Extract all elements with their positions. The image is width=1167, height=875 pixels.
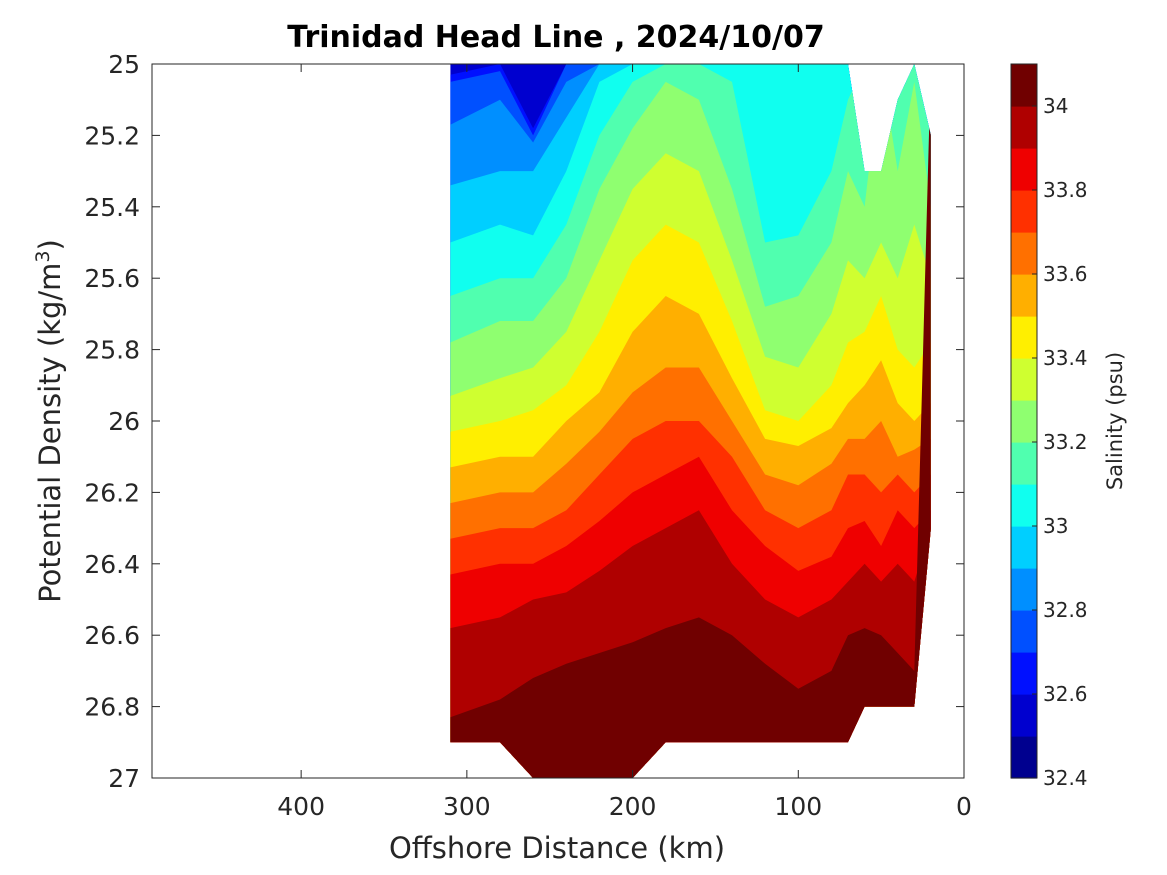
x-tick-label: 300	[443, 792, 491, 821]
y-axis-label-main: Potential Density (kg/m	[33, 263, 67, 603]
colorbar-segment	[1011, 274, 1037, 317]
colorbar-segment	[1011, 610, 1037, 653]
colorbar-segment	[1011, 526, 1037, 569]
colorbar-segment	[1011, 106, 1037, 149]
y-tick-label: 25.8	[84, 336, 140, 365]
colorbar-segment	[1011, 694, 1037, 737]
y-tick-label: 25	[108, 50, 140, 79]
x-tick-label: 200	[609, 792, 657, 821]
colorbar-tick-label: 33.6	[1043, 262, 1088, 286]
colorbar-tick-label: 34	[1043, 94, 1068, 118]
y-axis-label-tail: )	[33, 239, 67, 250]
y-axis-ticks: 25 25.2 25.4 25.6 25.8 26 26.2 26.4 26.6 26.8 27	[84, 50, 964, 793]
colorbar-segment	[1011, 232, 1037, 275]
y-axis-label: Potential Density (kg/m3)	[32, 239, 67, 603]
colorbar-segment	[1011, 442, 1037, 485]
colorbar-segment	[1011, 190, 1037, 233]
x-tick-label: 100	[774, 792, 822, 821]
salinity-contour-fills	[450, 64, 931, 778]
colorbar-tick-label: 33.2	[1043, 430, 1088, 454]
colorbar-segment	[1011, 568, 1037, 611]
y-tick-label: 26.8	[84, 693, 140, 722]
y-tick-label: 26.4	[84, 550, 140, 579]
y-tick-label: 27	[108, 764, 140, 793]
colorbar-tick-label: 32.6	[1043, 682, 1088, 706]
colorbar-segment	[1011, 484, 1037, 527]
x-axis-ticks: 400 300 200 100 0	[277, 64, 972, 821]
colorbar-segment	[1011, 148, 1037, 191]
colorbar-tick-label: 33.4	[1043, 346, 1088, 370]
chart-title: Trinidad Head Line , 2024/10/07	[287, 20, 824, 55]
y-tick-label: 26	[108, 407, 140, 436]
y-tick-label: 25.2	[84, 121, 140, 150]
colorbar-segment	[1011, 64, 1037, 107]
colorbar-tick-label: 32.8	[1043, 598, 1088, 622]
y-tick-label: 26.6	[84, 621, 140, 650]
colorbar-segment	[1011, 652, 1037, 695]
colorbar-segment	[1011, 358, 1037, 401]
colorbar-border	[1010, 63, 1038, 779]
x-tick-label: 0	[956, 792, 972, 821]
colorbar-tick-label: 32.4	[1043, 766, 1088, 790]
y-axis-label-superscript: 3	[32, 250, 54, 262]
colorbar-segment	[1011, 316, 1037, 359]
colorbar-segment	[1011, 400, 1037, 443]
colorbar-tick-label: 33	[1043, 514, 1068, 538]
y-tick-label: 25.4	[84, 193, 140, 222]
y-tick-label: 25.6	[84, 264, 140, 293]
colorbar-label: Salinity (psu)	[1103, 352, 1127, 490]
colorbar: 32.4 32.6 32.8 33 33.2 33.4 33.6 33.8 34	[1010, 63, 1088, 790]
colorbar-segment	[1011, 736, 1037, 779]
x-tick-label: 400	[277, 792, 325, 821]
colorbar-tick-label: 33.8	[1043, 178, 1088, 202]
y-tick-label: 26.2	[84, 478, 140, 507]
x-axis-label: Offshore Distance (km)	[389, 831, 725, 865]
